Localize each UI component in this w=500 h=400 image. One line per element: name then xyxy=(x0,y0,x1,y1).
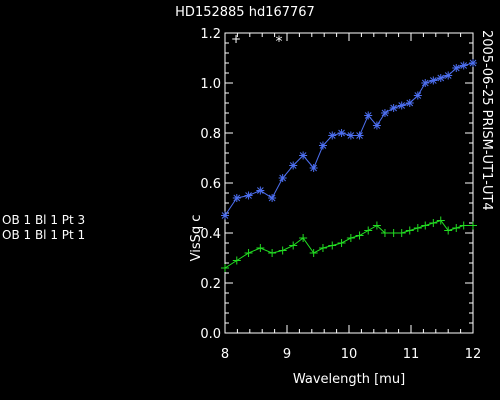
asterisk-point xyxy=(232,194,241,202)
plus-point xyxy=(421,221,430,230)
x-axis-ticks: 8 9 10 11 12 xyxy=(221,33,481,362)
plus-point xyxy=(244,249,253,257)
plus-point xyxy=(452,224,461,232)
asterisk-point xyxy=(318,141,327,150)
asterisk-point xyxy=(268,194,277,202)
x-tick-label: 11 xyxy=(403,347,420,362)
asterisk-point xyxy=(346,131,355,140)
asterisk-point xyxy=(355,131,364,140)
asterisk-symbol-marker: * xyxy=(276,34,283,50)
asterisk-point xyxy=(372,121,381,130)
x-tick-label: 8 xyxy=(221,347,229,362)
plus-point xyxy=(221,264,229,272)
asterisk-point xyxy=(299,151,308,160)
plus-point xyxy=(309,249,318,257)
asterisk-point xyxy=(244,191,253,200)
plus-point xyxy=(397,229,406,237)
asterisk-point xyxy=(421,79,430,87)
asterisk-point xyxy=(452,64,461,72)
legend-entry-pt3: OB 1 Bl 1 Pt 3 xyxy=(2,213,85,227)
series-line-2 xyxy=(224,219,473,269)
asterisk-point xyxy=(413,91,422,100)
plus-point xyxy=(355,231,364,240)
y-tick-label: 1.2 xyxy=(200,27,221,42)
y-tick-label: 0.0 xyxy=(200,327,221,342)
asterisk-point xyxy=(221,211,229,220)
plus-point xyxy=(346,234,355,242)
asterisk-point xyxy=(459,61,468,70)
y-tick-label: 0.6 xyxy=(200,177,221,192)
plus-symbol-marker: + xyxy=(231,32,241,46)
asterisk-point xyxy=(289,161,298,170)
asterisk-point xyxy=(405,99,414,107)
x-tick-label: 9 xyxy=(283,347,291,362)
asterisk-point xyxy=(328,131,337,140)
asterisk-point xyxy=(397,101,406,110)
asterisk-point xyxy=(444,71,453,80)
plus-point xyxy=(364,226,373,235)
date-instrument-annotation: 2005-06-25 PRISM-UT1-UT4 xyxy=(479,30,494,211)
asterisk-point xyxy=(436,74,445,82)
plus-point xyxy=(413,224,422,232)
plus-point xyxy=(318,244,327,252)
plus-point xyxy=(469,221,477,230)
plus-point xyxy=(337,239,346,247)
y-axis-ticks: 0.0 0.2 0.4 0.6 0.8 1.0 1.2 xyxy=(200,27,473,342)
x-axis-label: Wavelength [mu] xyxy=(293,372,405,387)
y-tick-label: 0.4 xyxy=(200,227,221,242)
plus-point xyxy=(459,221,468,230)
y-tick-label: 1.0 xyxy=(200,77,221,92)
plus-point xyxy=(405,226,414,235)
asterisk-point xyxy=(429,76,438,85)
chart-title: HD152885 hd167767 xyxy=(175,5,315,20)
plus-point xyxy=(232,256,241,265)
asterisk-point xyxy=(469,59,477,67)
plus-point xyxy=(268,249,277,257)
y-tick-label: 0.8 xyxy=(200,127,221,142)
plus-point xyxy=(328,241,337,250)
plus-point xyxy=(289,241,298,250)
x-tick-label: 12 xyxy=(465,347,482,362)
y-axis-label: VisSq c xyxy=(189,215,204,262)
plus-point xyxy=(444,226,453,235)
asterisk-point xyxy=(380,109,389,117)
asterisk-point xyxy=(278,174,287,182)
plus-point xyxy=(436,216,445,225)
legend: OB 1 Bl 1 Pt 3 OB 1 Bl 1 Pt 1 xyxy=(2,213,85,242)
legend-entry-pt1: OB 1 Bl 1 Pt 1 xyxy=(2,228,85,242)
series-group xyxy=(221,59,477,272)
asterisk-point xyxy=(309,164,318,172)
y-tick-label: 0.2 xyxy=(200,277,221,292)
plus-point xyxy=(429,219,438,227)
asterisk-point xyxy=(389,104,398,112)
plus-point xyxy=(256,244,265,252)
plus-point xyxy=(372,221,381,230)
asterisk-point xyxy=(337,129,346,137)
asterisk-point xyxy=(364,111,373,120)
plus-point xyxy=(299,234,308,242)
asterisk-point xyxy=(256,186,265,195)
plus-point xyxy=(380,229,389,237)
plus-point xyxy=(389,229,398,237)
x-tick-label: 10 xyxy=(341,347,358,362)
plus-point xyxy=(278,246,287,255)
series-line-1 xyxy=(224,62,474,216)
